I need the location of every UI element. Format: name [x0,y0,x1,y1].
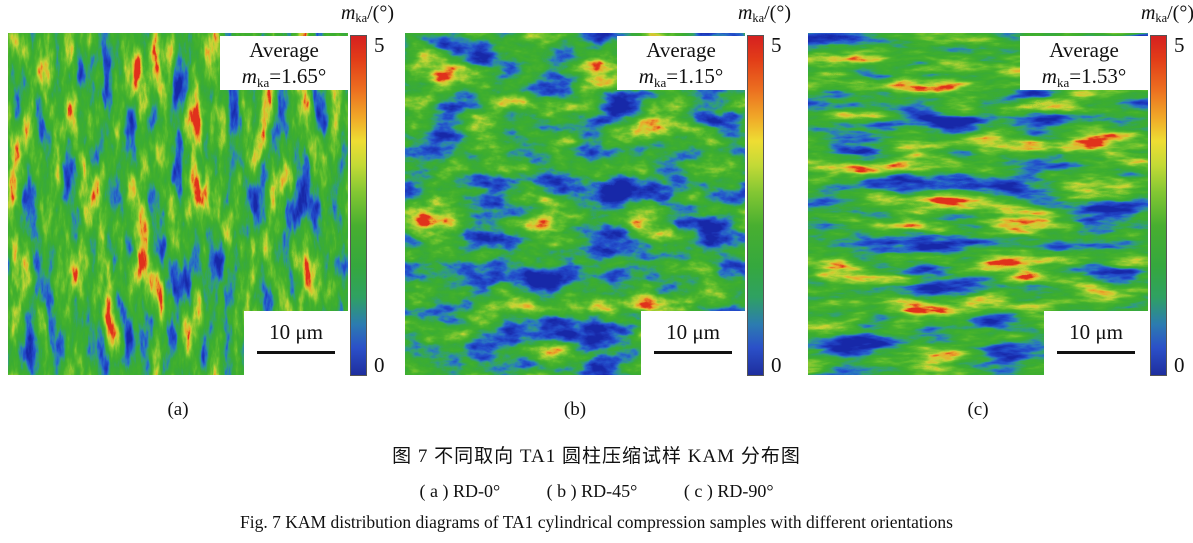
panel-letter-c: (c) [967,399,989,420]
colorbar-tick-5: 5 [1174,33,1185,57]
scale-bar: 10 μm [244,311,348,375]
average-value: mka=1.15° [617,63,745,92]
kam-symbol-subscript: ka [1056,74,1070,90]
scale-bar: 10 μm [641,311,745,375]
colorbar-symbol-subscript: ka [1155,11,1168,26]
colorbar-tick-0: 0 [771,353,782,377]
caption-chinese: 图 7 不同取向 TA1 圆柱压缩试样 KAM 分布图 [392,446,801,467]
colorbar-tick-5: 5 [374,33,385,57]
kam-symbol: m [1041,64,1057,88]
colorbar-unit: /(°) [367,2,394,24]
caption-english: Fig. 7 KAM distribution diagrams of TA1 … [240,512,953,532]
kam-symbol: m [241,64,257,88]
kam-symbol-subscript: ka [653,74,667,90]
average-label: Average [646,38,716,62]
panel-c: Average mka=1.53° 10 μm mka/(°) 5 0 (c) [808,2,1193,433]
average-box: Average mka=1.15° [617,36,745,90]
scale-bar-line [1057,351,1135,354]
orientation-item-c: ( c ) RD-90° [683,481,774,501]
average-value-text: =1.65° [269,64,327,88]
average-value-text: =1.15° [666,64,724,88]
average-label: Average [249,38,319,62]
colorbar-title: mka/(°) [263,2,394,25]
average-value: mka=1.65° [220,63,348,92]
colorbar-symbol: m [1140,2,1156,24]
colorbar-tick-5: 5 [771,33,782,57]
scale-bar-label: 10 μm [1069,320,1123,344]
scale-bar-line [654,351,732,354]
colorbar-tick-0: 0 [1174,353,1185,377]
colorbar-symbol-subscript: ka [752,11,765,26]
average-box: Average mka=1.53° [1020,36,1148,90]
colorbar-title: mka/(°) [660,2,791,25]
colorbar-symbol: m [340,2,356,24]
kam-symbol: m [638,64,654,88]
orientation-item-a: ( a ) RD-0° [419,481,501,501]
kam-symbol-subscript: ka [256,74,270,90]
panel-letter-b: (b) [563,399,587,420]
orientation-item-b: ( b ) RD-45° [546,481,638,501]
average-value-text: =1.53° [1069,64,1127,88]
colorbar-symbol: m [737,2,753,24]
scale-bar-label: 10 μm [666,320,720,344]
scale-bar: 10 μm [1044,311,1148,375]
average-value: mka=1.53° [1020,63,1148,92]
colorbar-gradient [350,35,367,376]
panel-b: Average mka=1.15° 10 μm mka/(°) 5 0 (b) [405,2,791,433]
colorbar-title: mka/(°) [1063,2,1193,25]
colorbar-gradient [1150,35,1167,376]
average-box: Average mka=1.65° [220,36,348,90]
colorbar-gradient [747,35,764,376]
panel-letter-a: (a) [167,399,189,420]
caption-orientations: ( a ) RD-0° ( b ) RD-45° ( c ) RD-90° [0,481,1193,502]
panel-a: Average mka=1.65° 10 μm mka/(°) 5 0 (a) [8,2,394,433]
colorbar-tick-0: 0 [374,353,385,377]
colorbar-symbol-subscript: ka [355,11,368,26]
scale-bar-line [257,351,335,354]
colorbar-unit: /(°) [1167,2,1193,24]
colorbar-unit: /(°) [764,2,791,24]
average-label: Average [1049,38,1119,62]
scale-bar-label: 10 μm [269,320,323,344]
